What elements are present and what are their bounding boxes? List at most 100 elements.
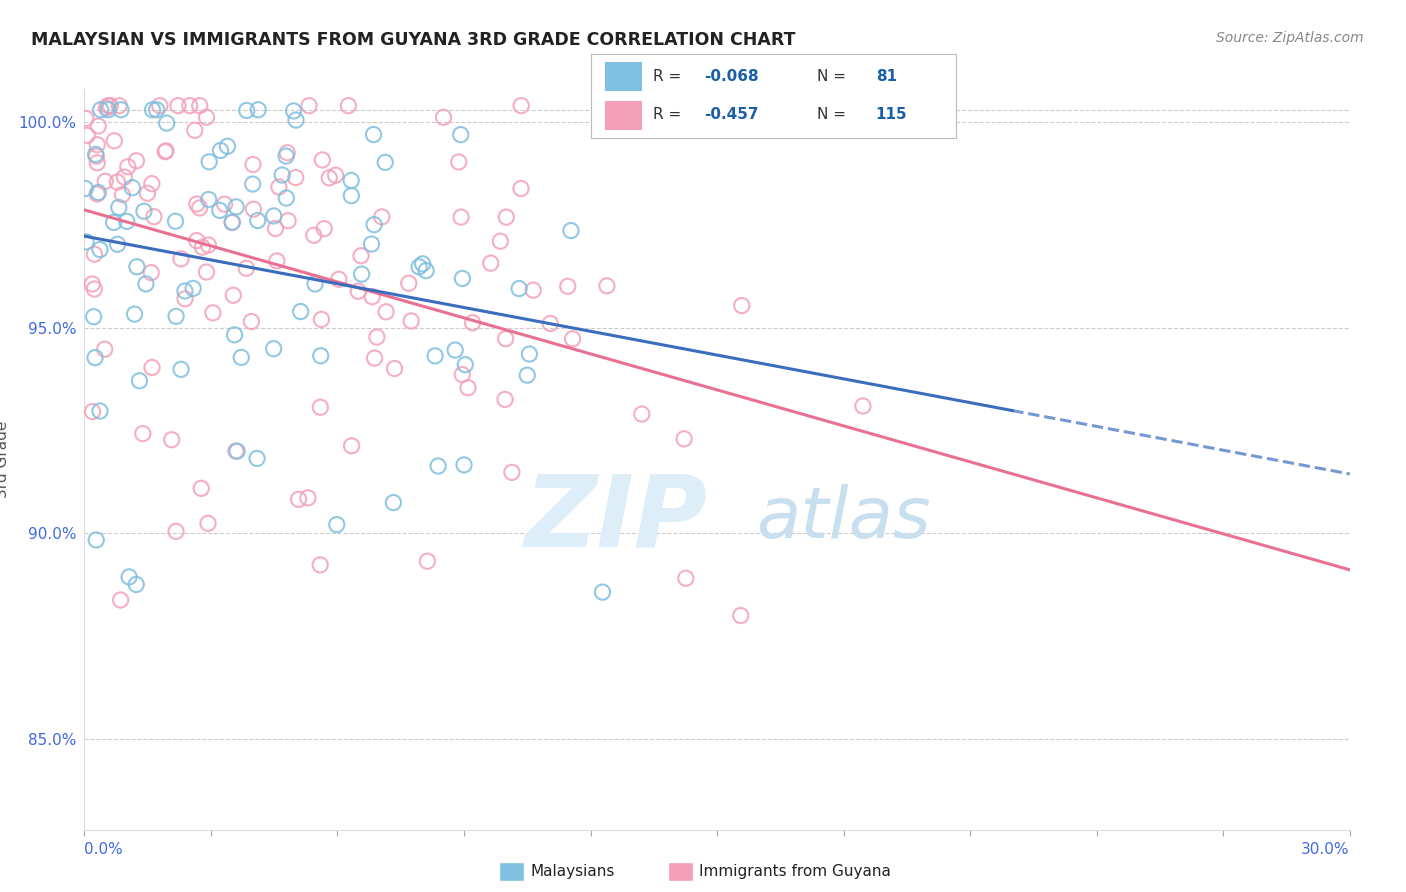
Point — [141, 103, 163, 117]
Point — [630, 407, 652, 421]
Point — [84, 147, 107, 161]
Point — [112, 170, 135, 185]
Point — [560, 224, 582, 238]
Point — [197, 238, 219, 252]
Point — [274, 149, 297, 163]
Point — [124, 307, 146, 321]
Point — [309, 401, 332, 415]
Point — [453, 458, 475, 472]
Point — [132, 204, 155, 219]
Point — [246, 451, 269, 466]
Point — [276, 191, 298, 205]
Point — [366, 330, 388, 344]
Point — [263, 342, 285, 356]
Point — [141, 177, 163, 191]
Point — [384, 361, 406, 376]
Point — [117, 160, 139, 174]
Point — [242, 202, 264, 217]
Point — [221, 215, 243, 229]
Point — [340, 173, 363, 187]
Point — [447, 155, 470, 169]
Point — [186, 234, 208, 248]
Text: 30.0%: 30.0% — [1302, 842, 1350, 857]
Point — [110, 103, 132, 117]
Text: Malaysians: Malaysians — [530, 864, 614, 879]
Point — [416, 554, 439, 568]
Point — [340, 188, 363, 202]
Point — [84, 533, 107, 547]
Point — [360, 237, 382, 252]
Point — [222, 288, 245, 302]
Point — [731, 299, 754, 313]
Point — [287, 492, 309, 507]
Point — [170, 362, 193, 376]
Point — [242, 177, 264, 191]
Point — [423, 349, 446, 363]
Point — [246, 213, 269, 227]
Point — [181, 281, 204, 295]
Point — [165, 214, 187, 228]
Point — [304, 277, 326, 291]
Point — [221, 216, 243, 230]
Point — [538, 317, 561, 331]
Point — [290, 304, 312, 318]
Point — [852, 399, 875, 413]
Point — [197, 193, 219, 207]
Point — [399, 314, 422, 328]
Text: ZIP: ZIP — [524, 470, 707, 567]
Point — [314, 221, 336, 235]
Point — [195, 265, 218, 279]
Point — [165, 524, 187, 539]
Point — [276, 145, 298, 160]
Point — [98, 98, 121, 112]
Point — [208, 203, 231, 218]
Point — [82, 404, 104, 418]
Text: 81: 81 — [876, 69, 897, 84]
Point — [311, 153, 333, 167]
Point — [141, 266, 163, 280]
Point — [522, 283, 544, 297]
Point — [675, 571, 697, 585]
Point — [450, 210, 472, 224]
Text: 115: 115 — [876, 107, 907, 122]
Point — [214, 197, 236, 211]
Point — [115, 214, 138, 228]
Point — [516, 368, 538, 383]
Point — [427, 458, 450, 473]
Text: N =: N = — [817, 69, 851, 84]
Point — [128, 374, 150, 388]
Point — [86, 137, 108, 152]
Point — [247, 103, 270, 117]
Point — [195, 110, 218, 124]
Point — [350, 267, 373, 281]
Bar — [605, 101, 641, 130]
Point — [309, 558, 332, 572]
Point — [283, 103, 305, 118]
Point — [209, 144, 232, 158]
Point — [186, 197, 208, 211]
Point — [82, 277, 104, 291]
Point — [86, 156, 108, 170]
Point — [363, 128, 385, 142]
Point — [141, 360, 163, 375]
Text: 0.0%: 0.0% — [84, 842, 124, 857]
Point — [149, 98, 172, 112]
Point — [240, 314, 263, 328]
Text: -0.068: -0.068 — [704, 69, 758, 84]
Point — [75, 112, 97, 126]
Point — [142, 210, 165, 224]
Point — [350, 249, 373, 263]
Text: MALAYSIAN VS IMMIGRANTS FROM GUYANA 3RD GRADE CORRELATION CHART: MALAYSIAN VS IMMIGRANTS FROM GUYANA 3RD … — [31, 31, 796, 49]
Point — [190, 481, 212, 495]
Point — [103, 134, 125, 148]
Point — [457, 381, 479, 395]
Point — [309, 349, 332, 363]
Point — [592, 585, 614, 599]
Point — [235, 261, 257, 276]
Point — [167, 98, 190, 112]
Text: Source: ZipAtlas.com: Source: ZipAtlas.com — [1216, 31, 1364, 45]
Point — [412, 257, 434, 271]
Point — [271, 168, 294, 182]
Point — [174, 292, 197, 306]
Point — [363, 218, 385, 232]
